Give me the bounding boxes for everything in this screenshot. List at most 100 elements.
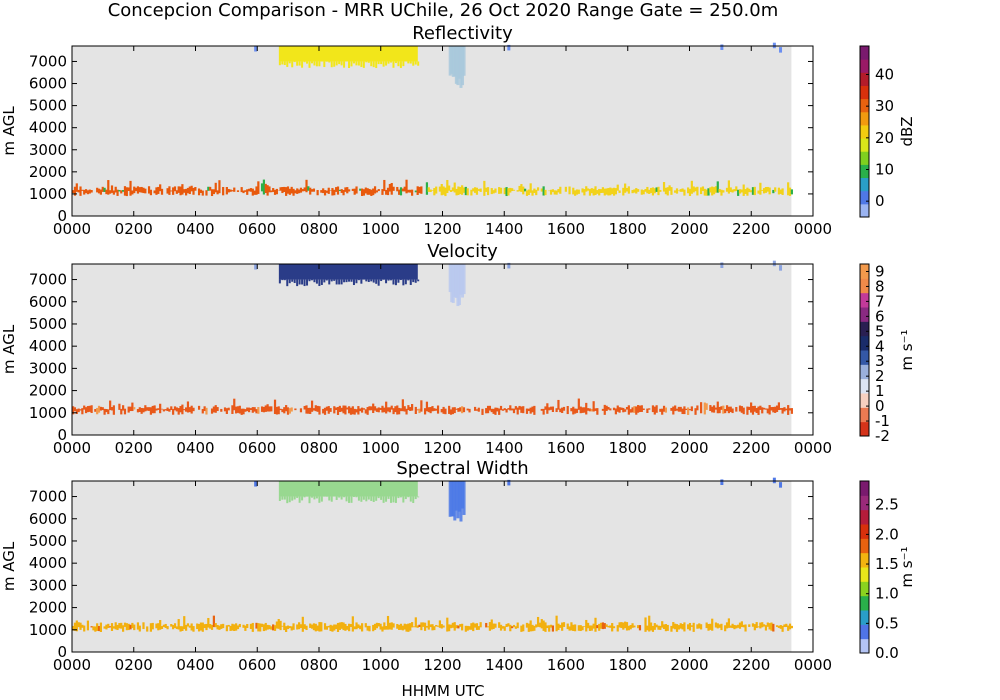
data-cell	[277, 619, 280, 629]
data-cell	[197, 405, 201, 410]
data-cell	[436, 625, 440, 627]
data-cell	[185, 407, 188, 412]
colorbar-segment	[860, 552, 869, 568]
data-cell	[233, 187, 236, 192]
x-tick-label: 1000	[362, 439, 400, 457]
data-cell	[402, 496, 405, 503]
data-cell	[299, 408, 303, 413]
data-cell	[201, 622, 204, 632]
data-cell	[770, 622, 773, 631]
colorbar-frame	[859, 480, 870, 654]
colorbar-tick-label: -2	[875, 427, 890, 445]
data-cell	[333, 189, 336, 196]
data-cell	[103, 408, 106, 415]
data-cell	[90, 626, 93, 628]
x-axis-label: HHMM UTC	[402, 682, 485, 700]
fallstreak-cell	[461, 264, 465, 298]
data-cell	[122, 625, 125, 632]
data-cell	[585, 619, 588, 632]
data-cell	[270, 190, 273, 193]
data-cell	[488, 405, 492, 411]
data-cell	[479, 622, 482, 628]
data-cell	[316, 625, 319, 631]
data-cell	[694, 187, 697, 192]
data-cell	[122, 405, 125, 411]
data-cell	[247, 188, 251, 192]
data-cell	[120, 190, 123, 194]
data-cell	[157, 408, 160, 410]
data-cell	[290, 626, 293, 631]
data-cell	[535, 189, 538, 196]
data-cell	[136, 622, 140, 630]
data-cell	[585, 402, 588, 415]
data-cell	[244, 625, 247, 631]
data-cell	[411, 622, 414, 628]
data-cell	[203, 624, 206, 629]
data-cell	[77, 189, 80, 193]
colorbar-segment	[860, 307, 869, 322]
data-cell	[298, 496, 301, 503]
data-cell	[118, 623, 121, 629]
data-cell	[514, 406, 517, 410]
data-cell	[349, 624, 353, 628]
x-tick-label: 0600	[238, 220, 276, 238]
fallstreak-cell	[451, 264, 455, 303]
data-cell	[427, 407, 430, 413]
data-cell	[99, 622, 102, 632]
data-cell	[349, 407, 353, 415]
data-cell	[327, 187, 330, 194]
data-cell	[367, 279, 370, 282]
data-cell	[394, 279, 397, 286]
data-cell	[414, 279, 417, 283]
data-cell	[262, 179, 266, 195]
data-cell	[420, 400, 423, 412]
data-cell	[383, 179, 386, 192]
data-cell	[372, 403, 375, 414]
data-cell	[411, 189, 414, 196]
data-cell	[729, 187, 732, 192]
data-cell	[466, 625, 469, 631]
data-cell	[335, 187, 338, 192]
panel-3	[71, 477, 870, 654]
data-cell	[720, 623, 723, 631]
data-cell	[412, 496, 415, 503]
data-cell	[738, 405, 742, 412]
data-cell	[340, 61, 343, 66]
data-cell	[353, 408, 356, 415]
fallstreak-cell	[461, 46, 465, 86]
colorbar-segment	[860, 421, 869, 437]
data-cell	[285, 626, 288, 632]
data-cell	[210, 189, 214, 197]
data-cell	[429, 624, 432, 628]
x-tick-label: 0800	[300, 656, 338, 674]
data-cell	[714, 622, 718, 628]
data-cell	[712, 405, 716, 413]
data-cell	[309, 623, 312, 628]
colorbar-segment	[860, 177, 869, 192]
data-cell	[310, 279, 313, 281]
data-cell	[109, 626, 112, 628]
data-cell	[303, 624, 306, 629]
data-cell	[620, 407, 623, 410]
data-cell	[127, 187, 130, 191]
data-cell	[164, 623, 167, 628]
data-cell	[214, 182, 217, 193]
data-cell	[270, 406, 273, 412]
x-tick-label: 1000	[362, 220, 400, 238]
y-tick-label: 0	[57, 426, 67, 444]
data-cell	[666, 187, 669, 196]
data-cell	[757, 190, 760, 194]
data-cell	[381, 189, 384, 195]
data-cell	[514, 626, 517, 629]
data-cell	[293, 496, 296, 500]
data-cell	[601, 187, 605, 193]
data-cell	[596, 190, 599, 194]
data-cell	[787, 625, 790, 631]
data-cell	[320, 496, 323, 502]
data-cell	[714, 407, 718, 410]
data-cell	[753, 186, 756, 196]
data-cell	[677, 406, 680, 412]
x-tick-label: 0200	[115, 439, 153, 457]
data-cell	[401, 625, 404, 631]
data-cell	[97, 405, 101, 413]
